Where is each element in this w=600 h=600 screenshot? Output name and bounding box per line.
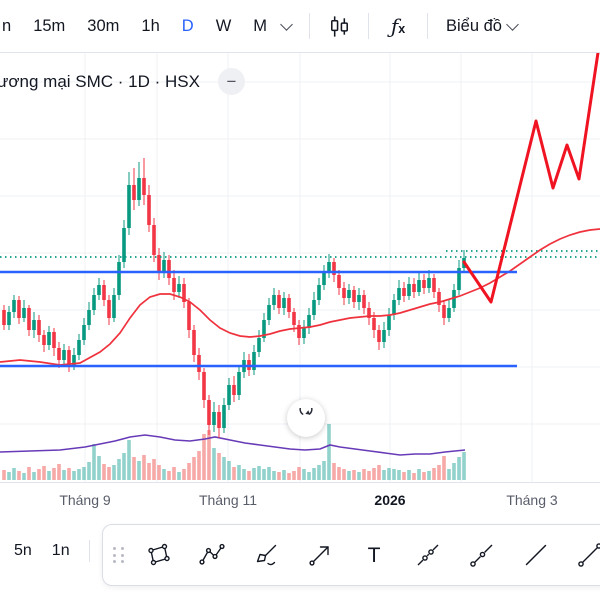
range-1n-button[interactable]: 1n [42,536,80,566]
refresh-icon [299,408,313,415]
drawing-toolbar: T [102,524,600,586]
toolbar-divider [309,13,311,39]
arrow-marker-tool-button[interactable] [306,541,334,569]
chart-type-button[interactable] [322,9,356,43]
x-axis-label: Tháng 3 [506,492,558,508]
timeframe-15m[interactable]: 15m [22,11,76,42]
timeframes-expand-chevron-icon[interactable] [280,18,293,31]
range-button-group: 5n 1n [4,536,80,566]
text-tool-button[interactable]: T [360,541,388,569]
fx-indicators-icon: ƒx [390,14,406,38]
chart-menu-label: Biểu đồ [446,16,502,35]
cross-line-tool-button[interactable] [576,541,600,569]
extended-line-tool-button[interactable] [522,541,550,569]
timeframe-group: n 15m 30m 1h D W M [0,11,278,42]
timeframe-m[interactable]: M [242,11,278,42]
drawing-tools-group: T [144,541,600,569]
x-axis-label: Tháng 9 [59,492,111,508]
toolbar-divider [427,13,429,39]
timeframe-n[interactable]: n [0,11,22,42]
time-axis[interactable]: Tháng 9 Tháng 11 2026 Tháng 3 [0,482,600,521]
minus-icon: − [226,72,237,91]
chart-menu-chevron-icon [506,18,519,31]
svg-text:T: T [367,544,380,567]
extended-line-icon [525,544,546,566]
arrow-marker-icon [308,546,329,566]
drag-handle-icon[interactable] [113,547,124,563]
brush-icon [256,544,276,566]
x-axis-label: 2026 [374,492,406,508]
trend-line-tool-button[interactable] [414,541,442,569]
bottom-toolbar: 5n 1n T [0,520,600,600]
chart-layout-menu[interactable]: Biểu đồ [440,17,523,36]
candles-icon [330,15,348,37]
reset-chart-view-button[interactable] [287,399,325,437]
timeframe-w[interactable]: W [205,11,243,42]
timeframe-1h[interactable]: 1h [130,11,170,42]
range-5n-button[interactable]: 5n [4,536,42,566]
x-axis-label: Tháng 11 [198,492,258,508]
bottom-divider [89,540,90,562]
brush-tool-button[interactable] [252,541,280,569]
anchored-rectangle-icon [147,543,170,566]
symbol-header: ương mại SMC · 1D · HSX − [0,68,245,95]
collapse-header-button[interactable]: − [217,68,245,95]
ray-line-icon [469,544,492,567]
anchored-rectangle-tool-button[interactable] [144,541,172,569]
text-icon: T [367,544,380,567]
ray-line-tool-button[interactable] [468,541,496,569]
cross-line-icon [577,543,600,567]
zigzag-pattern-tool-button[interactable] [198,541,226,569]
timeframe-30m[interactable]: 30m [76,11,130,42]
symbol-title[interactable]: ương mại SMC · 1D · HSX [0,71,200,91]
toolbar-divider [368,13,370,39]
price-chart[interactable] [0,52,600,482]
indicators-button[interactable]: ƒx [381,9,415,43]
zigzag-pattern-icon [198,543,225,565]
trend-line-icon [417,544,438,566]
timeframe-d[interactable]: D [171,11,205,42]
top-toolbar: n 15m 30m 1h D W M ƒx Biểu đồ [0,0,600,53]
